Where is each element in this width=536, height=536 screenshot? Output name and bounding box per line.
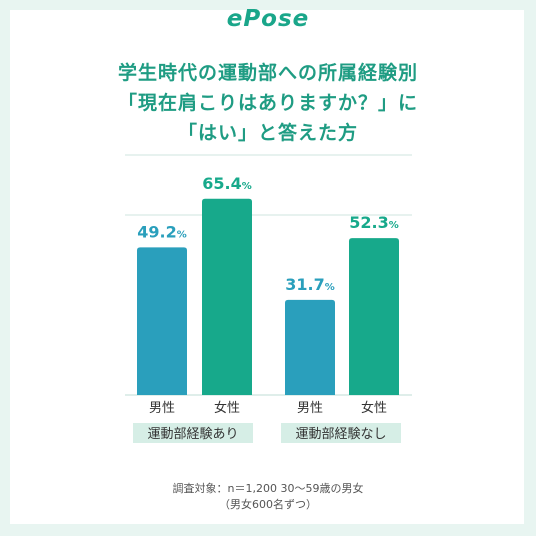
chart-title-line-1: 学生時代の運動部への所属経験別	[117, 62, 418, 84]
survey-note-line-1: 調査対象：n＝1,200 30〜59歳の男女	[172, 482, 364, 495]
bar-category-label-1-male: 男性	[149, 401, 175, 416]
bar-category-label-2-female: 女性	[361, 400, 387, 416]
value-label-2-female: 52.3%	[349, 213, 399, 232]
chart-title-line-2: 「現在肩こりはありますか？」に	[117, 92, 418, 114]
bar-2-female	[349, 238, 399, 395]
group-label-bg-1	[133, 423, 253, 443]
brand-logo: ePose	[226, 6, 310, 32]
group-label-2: 運動部経験なし	[295, 427, 386, 442]
chart-card	[10, 10, 524, 524]
value-label-1-male: 49.2%	[137, 222, 187, 241]
group-label-bg-2	[281, 423, 401, 443]
chart-title-line-3: 「はい」と答えた方	[177, 122, 358, 144]
bar-2-male	[285, 299, 335, 395]
group-label-1: 運動部経験あり	[147, 427, 238, 442]
value-label-2-male: 31.7%	[285, 275, 335, 294]
bar-category-label-2-male: 男性	[297, 401, 323, 416]
bar-1-male	[137, 247, 187, 395]
bar-category-label-1-female: 女性	[214, 400, 240, 416]
bar-1-female	[202, 198, 252, 395]
survey-note-line-2: （男女600名ずつ）	[219, 498, 317, 511]
value-label-1-female: 65.4%	[202, 174, 252, 193]
